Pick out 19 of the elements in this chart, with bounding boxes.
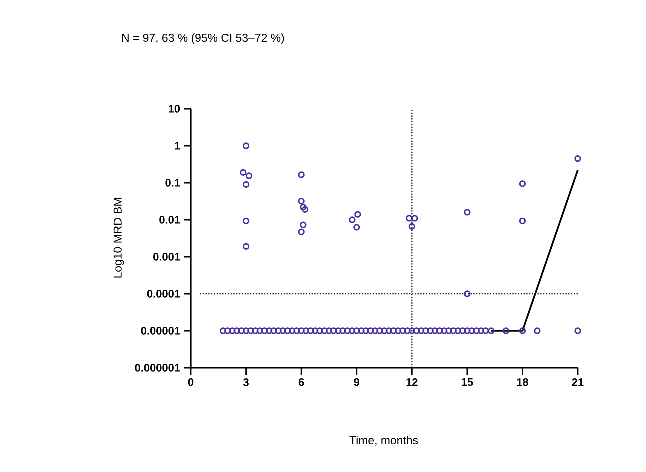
chart-title: N = 97, 63 % (95% CI 53–72 %) xyxy=(122,34,284,44)
y-tick-label: 0.1 xyxy=(166,179,180,187)
x-tick-label: 21 xyxy=(572,378,584,386)
y-tick-label: 0.000001 xyxy=(135,364,180,372)
x-tick-label: 15 xyxy=(462,378,474,386)
x-tick-label: 6 xyxy=(298,378,304,386)
x-axis-title: Time, months xyxy=(350,436,418,446)
x-tick-label: 3 xyxy=(243,378,249,386)
x-tick-label: 18 xyxy=(517,378,528,386)
y-tick-label: 10 xyxy=(169,105,180,113)
x-tick-label: 12 xyxy=(406,378,418,386)
y-tick-label: 0.0001 xyxy=(147,290,180,298)
y-axis-title: Log10 MRD BM xyxy=(114,198,124,278)
x-tick-label: 0 xyxy=(188,378,194,386)
y-tick-label: 0.01 xyxy=(160,216,180,224)
y-tick-label: 1 xyxy=(175,142,180,150)
x-tick-label: 9 xyxy=(354,378,360,386)
y-tick-label: 0.00001 xyxy=(141,327,180,335)
y-tick-label: 0.001 xyxy=(154,253,180,261)
